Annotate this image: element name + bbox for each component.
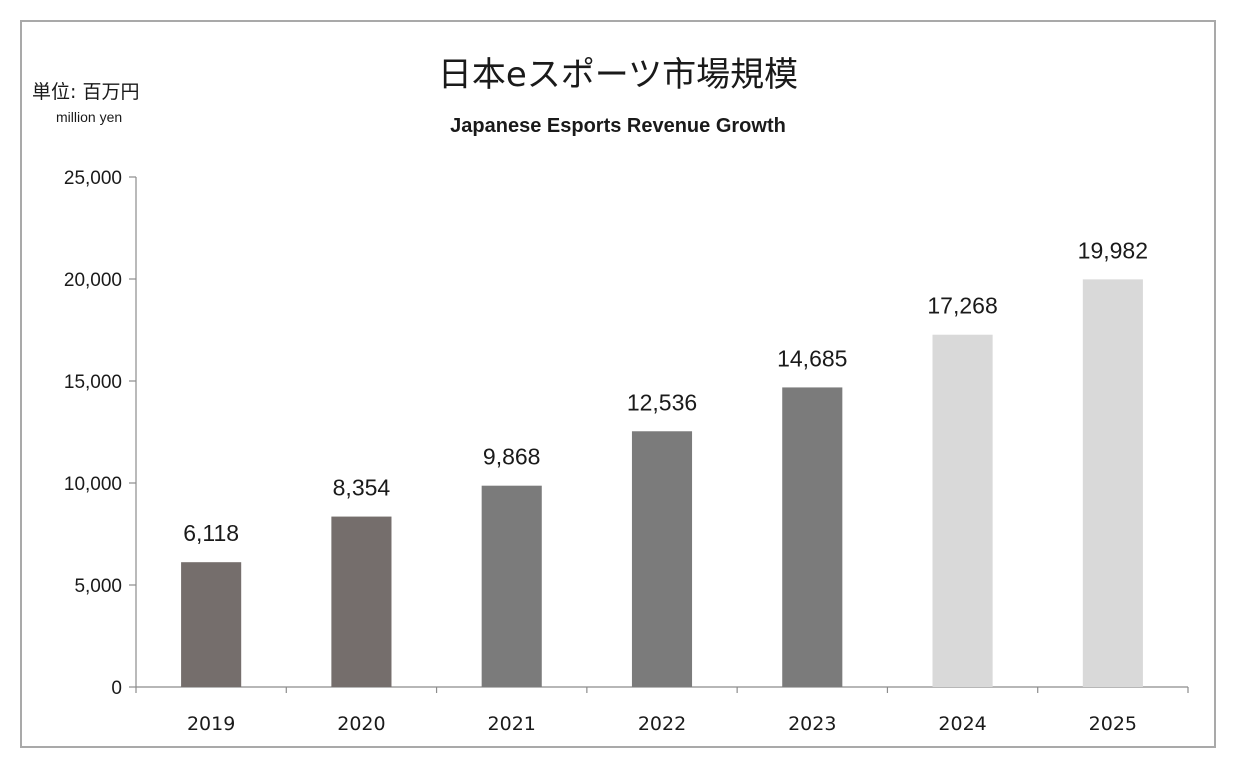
y-tick-label: 0 [111,678,122,699]
y-axis: 0 5,000 10,000 15,000 20,000 25,000 [64,168,137,699]
bar-chart: 日本eスポーツ市場規模 Japanese Esports Revenue Gro… [32,55,1189,735]
y-tick-label: 20,000 [64,270,122,291]
data-label-2024: 17,268 [927,293,997,319]
x-tick-label-2024: 2024 [938,713,986,735]
data-label-2025: 19,982 [1078,237,1148,263]
bar-2023 [782,387,843,687]
data-label-2019: 6,118 [183,520,239,546]
x-tick-label-2019: 2019 [187,713,235,735]
bar-2024 [932,334,993,687]
y-tick-label: 5,000 [74,576,122,597]
x-tick-label-2023: 2023 [788,713,836,735]
chart-subtitle: Japanese Esports Revenue Growth [450,115,786,137]
chart-title: 日本eスポーツ市場規模 [438,55,798,95]
unit-label: 単位: 百万円 [32,81,139,103]
bar-2021 [481,485,542,687]
y-tick-label: 15,000 [64,372,122,393]
unit-label-en: million yen [56,109,122,125]
data-label-2021: 9,868 [483,444,541,470]
chart-frame: 日本eスポーツ市場規模 Japanese Esports Revenue Gro… [20,20,1216,748]
bar-2022 [631,431,693,687]
bar-2025 [1082,279,1143,687]
data-labels: 6,118 8,354 9,868 12,536 14,685 17,268 19,982 [183,237,1148,546]
bars [181,279,1143,687]
y-tick-label: 25,000 [64,168,122,189]
x-tick-label-2020: 2020 [337,713,385,735]
x-axis: 2019 2020 2021 2022 2023 2024 2025 [135,686,1189,735]
data-label-2022: 12,536 [627,389,697,415]
bar-2019 [181,562,242,687]
data-label-2023: 14,685 [777,345,847,371]
y-tick-label: 10,000 [64,474,122,495]
x-tick-label-2025: 2025 [1089,713,1137,735]
x-tick-label-2022: 2022 [638,713,686,735]
x-tick-label-2021: 2021 [488,713,536,735]
bar-2020 [331,516,392,687]
data-label-2020: 8,354 [333,475,391,501]
